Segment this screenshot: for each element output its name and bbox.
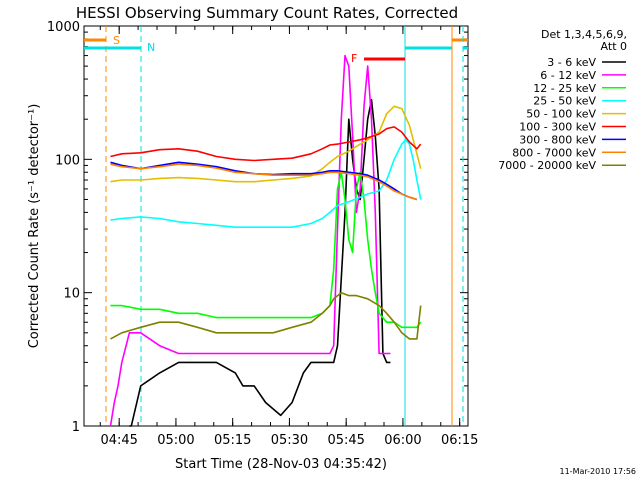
- x-tick-label: 06:15: [441, 433, 478, 448]
- legend-entry-label: 100 - 300 keV: [519, 121, 596, 134]
- x-tick-label: 05:45: [327, 433, 364, 448]
- chart-title: HESSI Observing Summary Count Rates, Cor…: [76, 4, 458, 22]
- legend-header-1: Det 1,3,4,5,6,9,: [541, 28, 627, 41]
- series-line: [110, 161, 418, 201]
- legend-entry-label: 25 - 50 keV: [533, 95, 596, 108]
- y-tick-label: 1000: [47, 20, 80, 35]
- x-tick-label: 05:15: [214, 433, 251, 448]
- series-line: [129, 98, 391, 427]
- y-axis-label: Corrected Count Rate (s⁻¹ detector⁻¹): [27, 104, 42, 349]
- legend-entry-label: 3 - 6 keV: [547, 56, 596, 69]
- legend-header-2: Att 0: [601, 40, 627, 53]
- x-tick-labels: 04:45 05:00 05:15 05:30 05:45 06:00 06:15: [100, 433, 478, 448]
- legend-entry-label: 12 - 25 keV: [533, 82, 596, 95]
- series-line: [110, 291, 422, 340]
- y-tick-label: 1: [72, 420, 80, 435]
- series-line: [110, 139, 422, 228]
- series-lines: [109, 54, 422, 427]
- s-marker-label: S: [113, 34, 120, 47]
- footer-timestamp: 11-Mar-2010 17:56: [560, 467, 637, 476]
- series-line: [110, 126, 422, 162]
- legend-entry-label: 7000 - 20000 keV: [498, 159, 596, 172]
- x-axis-label: Start Time (28-Nov-03 04:35:42): [175, 457, 387, 472]
- legend-entry-label: 50 - 100 keV: [526, 108, 596, 121]
- y-tick-label: 100: [55, 153, 80, 168]
- series-line: [109, 54, 391, 427]
- legend-entry-label: 6 - 12 keV: [540, 69, 596, 82]
- plot-frame: [83, 25, 469, 427]
- series-line: [110, 105, 422, 183]
- n-marker-label: N: [147, 41, 155, 54]
- series-line: [110, 163, 418, 201]
- x-tick-label: 04:45: [100, 433, 137, 448]
- y-tick-labels: 1 10 100 1000: [47, 20, 80, 435]
- axis-ticks: [84, 25, 468, 427]
- f-marker-label: F: [351, 52, 357, 65]
- x-tick-label: 05:00: [157, 433, 194, 448]
- legend-entry-label: 300 - 800 keV: [519, 133, 596, 146]
- legend-entry-label: 800 - 7000 keV: [512, 146, 596, 159]
- time-markers: S N F: [84, 26, 468, 426]
- y-tick-label: 10: [63, 287, 80, 302]
- x-tick-label: 05:30: [271, 433, 308, 448]
- x-tick-label: 06:00: [384, 433, 421, 448]
